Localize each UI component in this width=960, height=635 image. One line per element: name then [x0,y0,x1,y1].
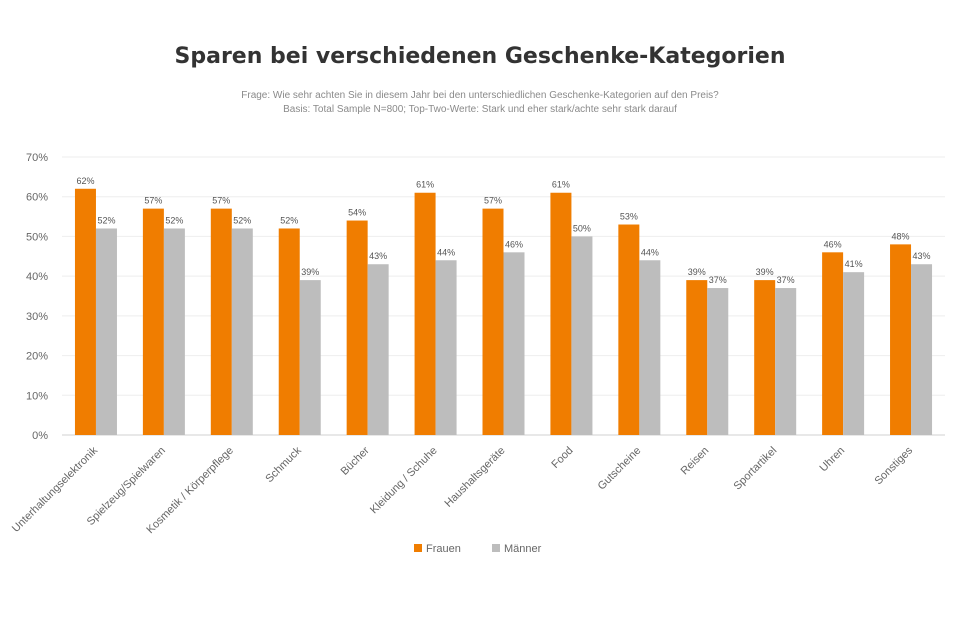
bar-maenner [571,236,593,435]
bar-frauen [482,208,504,435]
bar-frauen [414,192,436,435]
data-label: 46% [824,239,842,249]
data-label: 52% [165,215,183,225]
data-label: 48% [892,231,910,241]
x-tick-label: Bücher [339,444,372,477]
bar-frauen [142,208,164,435]
x-tick-label: Sonstiges [873,444,916,487]
bar-maenner [707,288,729,435]
bar-frauen [822,252,844,435]
y-tick-label: 10% [26,390,48,402]
bar-maenner [435,260,457,435]
x-tick-label: Uhren [818,445,848,475]
bar-frauen [278,228,300,435]
x-tick-label: Food [549,445,575,471]
legend-swatch [414,544,422,552]
data-label: 57% [212,196,230,206]
bar-maenner [639,260,661,435]
data-label: 53% [620,212,638,222]
bar-frauen [550,192,572,435]
chart-subtitle-basis: Basis: Total Sample N=800; Top-Two-Werte… [283,104,677,115]
data-label: 44% [641,247,659,257]
bar-frauen [210,208,232,435]
data-label: 37% [777,275,795,285]
bar-maenner [843,272,865,435]
chart-subtitle-question: Frage: Wie sehr achten Sie in diesem Jah… [241,90,719,101]
data-label: 46% [505,239,523,249]
bar-maenner [367,264,389,435]
x-tick-label: Gutscheine [596,445,644,493]
data-label: 39% [688,267,706,277]
data-label: 39% [301,267,319,277]
data-label: 52% [233,215,251,225]
bar-frauen [618,224,640,435]
bar-frauen [890,244,912,435]
y-tick-label: 0% [32,430,48,442]
bar-maenner [503,252,525,435]
x-tick-label: Reisen [679,445,712,478]
bar-maenner [911,264,933,435]
bar-frauen [346,220,368,435]
x-tick-label: Kleidung / Schuhe [368,445,440,517]
legend-label: Frauen [426,543,461,555]
data-label: 43% [913,251,931,261]
y-tick-label: 20% [26,351,48,363]
data-label: 57% [144,196,162,206]
data-label: 41% [845,259,863,269]
y-tick-label: 30% [26,311,48,323]
bar-frauen [74,188,96,435]
bar-maenner [163,228,185,435]
data-label: 52% [280,215,298,225]
legend-swatch [492,544,500,552]
y-tick-label: 70% [26,152,48,164]
chart-title: Sparen bei verschiedenen Geschenke-Kateg… [174,44,786,69]
data-label: 62% [76,176,94,186]
data-label: 52% [97,215,115,225]
legend-label: Männer [504,543,542,555]
data-label: 43% [369,251,387,261]
data-label: 57% [484,196,502,206]
x-tick-label: Haushaltsgeräte [442,445,507,510]
bar-maenner [95,228,117,435]
y-tick-label: 60% [26,192,48,204]
bar-maenner [299,280,321,435]
x-tick-label: Schmuck [263,444,304,485]
bar-frauen [686,280,708,435]
bar-frauen [754,280,776,435]
x-tick-label: Sportartikel [731,445,779,493]
data-label: 61% [416,180,434,190]
y-tick-label: 40% [26,271,48,283]
bar-maenner [775,288,797,435]
data-label: 50% [573,223,591,233]
y-tick-label: 50% [26,231,48,243]
data-label: 61% [552,180,570,190]
data-label: 39% [756,267,774,277]
data-label: 54% [348,208,366,218]
bar-maenner [231,228,253,435]
data-label: 37% [709,275,727,285]
data-label: 44% [437,247,455,257]
